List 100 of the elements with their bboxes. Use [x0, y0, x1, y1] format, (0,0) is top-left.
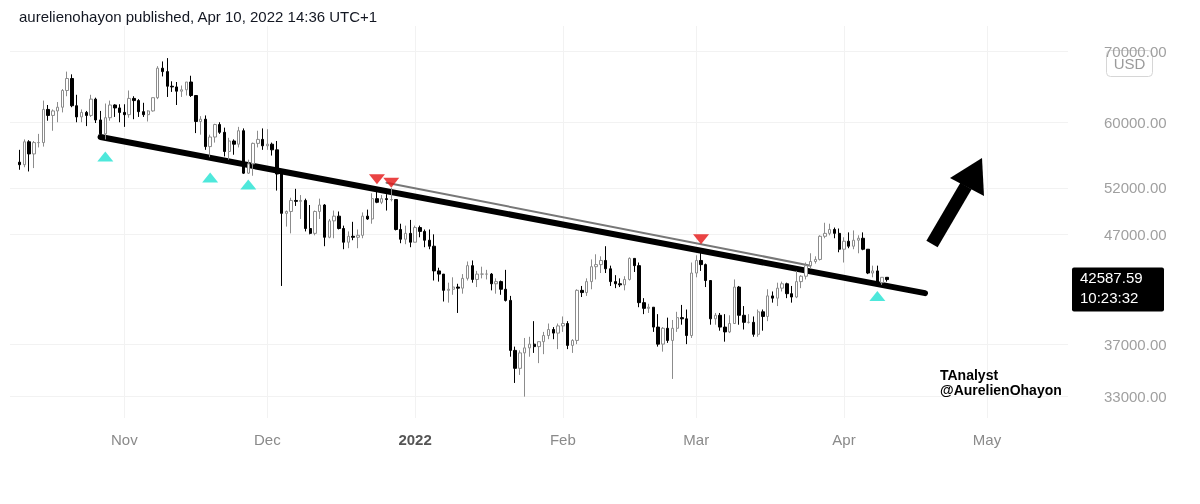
candlestick [42, 100, 45, 148]
y-tick-label: 37000.00 [1104, 335, 1167, 353]
candlestick [690, 262, 693, 339]
candlestick [733, 278, 736, 325]
candlestick [547, 323, 550, 340]
candlestick [857, 234, 860, 254]
candlestick [127, 89, 131, 119]
candlestick [404, 225, 407, 245]
candlestick [447, 282, 450, 304]
candlestick [32, 140, 36, 169]
y-tick-label: 60000.00 [1104, 113, 1167, 131]
candlestick [456, 283, 460, 314]
candlestick [885, 276, 889, 283]
candlestick [623, 275, 626, 291]
x-tick-label: Apr [832, 431, 856, 448]
candlestick [94, 97, 97, 124]
candlestick [609, 265, 612, 287]
candlestick [585, 277, 588, 297]
text: 42587.59 [1080, 268, 1143, 286]
candlestick [695, 254, 698, 278]
candlestick [552, 326, 555, 340]
candlestick [671, 319, 674, 380]
candlestick [628, 256, 631, 282]
candlestick [347, 230, 350, 249]
candlestick [309, 204, 312, 235]
candlestick [714, 312, 717, 326]
candlestick [199, 115, 202, 136]
candlestick [385, 193, 388, 212]
y-tick-label: 47000.00 [1104, 225, 1167, 243]
candlestick [876, 265, 879, 285]
annotation: TAnalyst [940, 367, 999, 383]
candlestick [566, 320, 569, 350]
candlestick [23, 138, 26, 168]
candlestick [351, 221, 355, 241]
x-tick-label: Mar [683, 431, 710, 448]
candlestick [471, 259, 474, 284]
candlestick [409, 219, 412, 248]
candlestick [752, 315, 755, 338]
candlestick [785, 282, 789, 299]
candlestick [299, 194, 302, 220]
candlestick [27, 139, 31, 172]
candlestick [46, 104, 50, 122]
x-tick-label: Feb [549, 431, 576, 448]
candlestick [528, 336, 531, 358]
candlestick [266, 128, 269, 151]
candlestick [728, 314, 731, 334]
candlestick [123, 103, 126, 128]
candlestick [661, 326, 665, 353]
x-tick-label: 2022 [398, 431, 432, 448]
x-tick-label: May [972, 431, 1002, 448]
x-tick-label: Dec [254, 431, 282, 448]
candlestick [676, 311, 679, 333]
candlestick [618, 277, 622, 288]
y-tick-label: 52000.00 [1104, 179, 1167, 197]
candlestick [323, 203, 326, 247]
candlestick [847, 231, 850, 249]
candlestick [852, 229, 855, 250]
candlestick [232, 138, 236, 156]
candlestick [666, 317, 669, 344]
candlestick [132, 95, 136, 120]
candlestick [761, 309, 765, 332]
candlestick [185, 81, 188, 97]
candlestick [371, 192, 374, 225]
candlestick [466, 260, 469, 282]
candlestick [113, 103, 117, 118]
candlestick [757, 309, 760, 338]
candlestick [304, 198, 307, 232]
candlestick [413, 225, 417, 243]
candlestick [842, 236, 846, 264]
candlestick [475, 270, 479, 288]
candlestick [647, 303, 650, 314]
candlestick [85, 110, 88, 127]
candlestick [838, 228, 841, 253]
candlestick [452, 276, 455, 296]
y-tick-label: 33000.00 [1104, 388, 1167, 406]
candlestick [833, 227, 836, 239]
candlestick [494, 277, 498, 295]
candlestick [89, 94, 93, 118]
candlestick [261, 127, 264, 151]
candlestick [204, 114, 207, 151]
candlestick [461, 273, 464, 295]
candlestick [366, 209, 369, 221]
candlestick [332, 210, 336, 239]
candlestick [18, 149, 21, 171]
candlestick [533, 320, 536, 354]
candlestick [228, 137, 231, 161]
candlestick [871, 265, 874, 278]
candlestick [180, 85, 183, 98]
chart-title: aurelienohayon published, Apr 10, 2022 14:36 UTC+1 [19, 8, 378, 25]
candlestick [294, 188, 298, 207]
annotation: @AurelienOhayon [940, 382, 1062, 398]
candlestick [375, 189, 379, 204]
candlestick [161, 60, 164, 77]
candlestick [490, 272, 493, 291]
candlestick [604, 245, 607, 274]
candlestick [80, 108, 83, 123]
candlestick [289, 197, 293, 234]
candlestick [771, 290, 774, 304]
candlestick [766, 288, 769, 322]
x-tick-label: Nov [111, 431, 139, 448]
